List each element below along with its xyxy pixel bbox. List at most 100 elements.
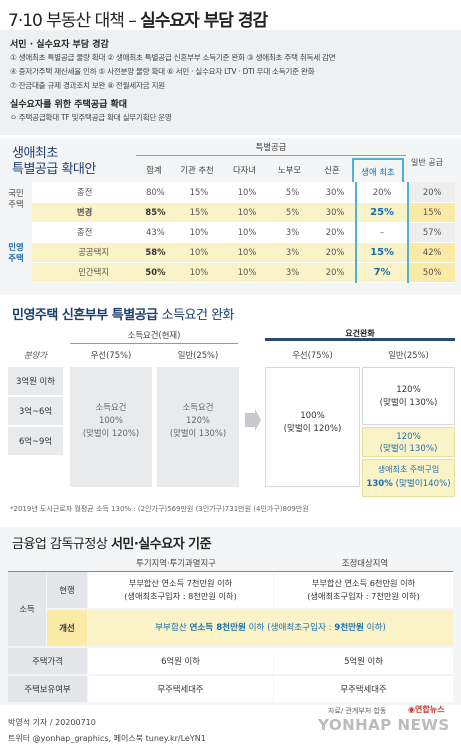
cur-priority-header: 우선(75%) [90, 350, 132, 360]
imp-c: 이하 (생애최초구입자 : [245, 623, 335, 633]
imp-e: 이하) [363, 623, 386, 633]
source-credit: 자료/ 관계부처 합동 [328, 707, 387, 715]
col-adjusted: 조정대상지역 [341, 558, 389, 568]
supply-cell: 10% [173, 262, 225, 283]
col-first-time: 생애 최초 [352, 158, 404, 182]
s1-title-1: 생애최초 [12, 146, 58, 161]
imp-d: 9천만원 [334, 623, 364, 633]
summary-line-1: ① 생애최초 특별공급 물량 확대 ② 생애최초 특별공급 신혼부부 소득기준 … [10, 53, 336, 62]
price-speculative: 6억원 이하 [88, 648, 273, 674]
special-supply-section: 생애최초 특별공급 확대안 특별공급 합계 기관 추천 다자녀 노부모 신혼 생… [0, 138, 461, 312]
relaxed-requirement-label: 요건완화 [265, 326, 455, 341]
criteria-table: 소득 현행 부부합산 연소득 7천만원 이하 (생애최초구입자 : 8천만원 이하… [8, 571, 453, 703]
col-total: 합계 [146, 165, 162, 175]
s2-title-suffix: 소득요건 완화 [161, 308, 235, 323]
supply-cell: 20% [315, 222, 356, 243]
s3-title-main: 서민·실수요자 기준 [110, 537, 212, 552]
cur-spec-line2: (생애최초구입자 : 8천만원 이하) [124, 591, 237, 601]
col-multichild: 다자녀 [232, 165, 257, 175]
col-newlywed: 신혼 [324, 165, 340, 175]
supply-row-label: 종전 [32, 182, 138, 203]
supply-cell: 5% [269, 202, 316, 223]
col-speculative: 투기지역·투기과열지구 [136, 558, 216, 568]
cur-spec-line1: 부부합산 연소득 7천만원 이하 [128, 578, 233, 588]
supply-row-label: 공공택지 [32, 242, 138, 263]
supply-cell: 20% [315, 242, 356, 263]
cur-adj-line1: 부부합산 연소득 6천만원 이하 [311, 578, 416, 588]
reporter-credit: 박영석 기자 / 20200710 [8, 718, 96, 727]
title-prefix: 7·10 부동산 대책 – [8, 11, 141, 31]
imp-a: 부부합산 [155, 623, 190, 633]
price-row-1: 3억원 이하 [8, 367, 63, 395]
supply-cell: 50% [137, 262, 174, 283]
summary-line-2: ④ 중저가주택 재산세율 인하 ⑤ 사전분양 물량 확대 ⑥ 서민 · 실수요자… [10, 67, 315, 76]
supply-cell: 50% [408, 262, 455, 283]
supply-cell: 10% [224, 262, 270, 283]
supply-row-label: 변경 [32, 202, 138, 223]
s3-title: 금융업 감독규정상 서민·실수요자 기준 [12, 533, 212, 552]
improve-label: 개선 [47, 610, 87, 646]
cur-priority-cell: 소득요건 100% (맞벌이 120%) [70, 367, 152, 487]
national-housing-label: 국민 주택 [8, 188, 24, 209]
supply-cell: 57% [408, 222, 455, 243]
brand-kr: ◉연합뉴스 [408, 704, 444, 715]
supply-cell: 20% [315, 262, 356, 283]
supply-cell: 30% [315, 202, 356, 223]
current-speculative: 부부합산 연소득 7천만원 이하 (생애최초구입자 : 8천만원 이하) [88, 572, 273, 608]
summary-heading-2: 실수요자를 위한 주택공급 확대 [10, 100, 128, 110]
s2-title-prefix: 민영주택 신혼부부 특별공급 [12, 308, 162, 323]
current-label: 현행 [47, 572, 87, 608]
col-elderly: 노부모 [277, 165, 302, 175]
col-general: 일반 공급 [404, 158, 450, 182]
price-label: 분양가 [23, 350, 48, 360]
supply-row: 민간택지 50% 10% 10% 3% 20% 7% 50% [32, 262, 455, 283]
supply-cell: 85% [137, 202, 174, 223]
price-adjusted: 5억원 이하 [274, 648, 453, 674]
supply-cell: 15% [173, 202, 225, 223]
supply-cell: 10% [173, 242, 225, 263]
col-agency: 기관 추천 [180, 165, 214, 175]
supply-cell: 10% [224, 182, 270, 203]
finance-criteria-section: 금융업 감독규정상 서민·실수요자 기준 투기지역·투기과열지구 조정대상지역 … [0, 527, 461, 705]
s3-title-prefix: 금융업 감독규정상 [12, 537, 111, 552]
first-time-dual: (맞벌이140%) [392, 479, 451, 489]
supply-cell: 43% [137, 222, 174, 243]
private-housing-label: 민영 주택 [8, 242, 24, 263]
supply-cell: 30% [315, 182, 356, 203]
new-priority-header: 우선(75%) [292, 350, 333, 360]
imp-b: 연소득 8천만원 [189, 623, 246, 633]
supply-row: 공공택지 58% 10% 10% 3% 20% 15% 42% [32, 242, 455, 263]
s1-title-2: 특별공급 확대안 [12, 162, 96, 177]
supply-row-label: 종전 [32, 222, 138, 243]
new-general-cell-3: 생애최초 주택구입 130% (맞벌이140%) [362, 459, 455, 497]
price-row-2: 3억~6억 [8, 397, 63, 425]
supply-cell: 15% [408, 202, 455, 223]
price-row-3: 6억~9억 [8, 427, 63, 455]
supply-cell: 80% [137, 182, 174, 203]
supply-cell: 3% [269, 222, 316, 243]
owner-adjusted: 무주택세대주 [274, 676, 453, 702]
s2-title: 민영주택 신혼부부 특별공급 소득요건 완화 [12, 304, 235, 323]
brand-kr-text: 연합뉴스 [414, 705, 445, 714]
supply-cell: 15% [173, 182, 225, 203]
supply-row: 종전 43% 10% 10% 3% 20% –57% [32, 222, 455, 243]
improve-value: 부부합산 연소득 8천만원 이하 (생애최초구입자 : 9천만원 이하) [88, 610, 453, 646]
yonhap-logo-icon: ◉ [408, 705, 415, 714]
income-note: *2019년 도시근로자 월평균 소득 130% : (2인가구)569만원 (… [10, 505, 309, 513]
cur-general-header: 일반(25%) [177, 350, 219, 360]
s1-header-row: 합계 기관 추천 다자녀 노부모 신혼 생애 최초 일반 공급 [136, 158, 455, 182]
income-label: 소득 [8, 572, 46, 646]
supply-cell: 58% [137, 242, 174, 263]
arrow-right-icon [245, 409, 261, 431]
current-requirement-label: 소득요건(현재) [70, 329, 238, 344]
first-time-buyer-value: 130% (맞벌이140%) [363, 475, 454, 489]
supply-cell: 10% [224, 202, 270, 223]
supply-cell: 20% [408, 182, 455, 203]
supply-cell: 3% [269, 242, 316, 263]
owner-speculative: 무주택세대주 [88, 676, 273, 702]
summary-line-3: ⑦ 잔금대출 규제 경과조치 보완 ⑧ 전월세자금 지원 [10, 81, 165, 90]
current-adjusted: 부부합산 연소득 6천만원 이하 (생애최초구입자 : 7천만원 이하) [274, 572, 453, 608]
income-requirement-section: 민영주택 신혼부부 특별공급 소득요건 완화 소득요건(현재) 요건완화 분양가… [0, 299, 461, 527]
page-title: 7·10 부동산 대책 – 실수요자 부담 경감 [8, 6, 268, 31]
supply-cell: 10% [173, 222, 225, 243]
